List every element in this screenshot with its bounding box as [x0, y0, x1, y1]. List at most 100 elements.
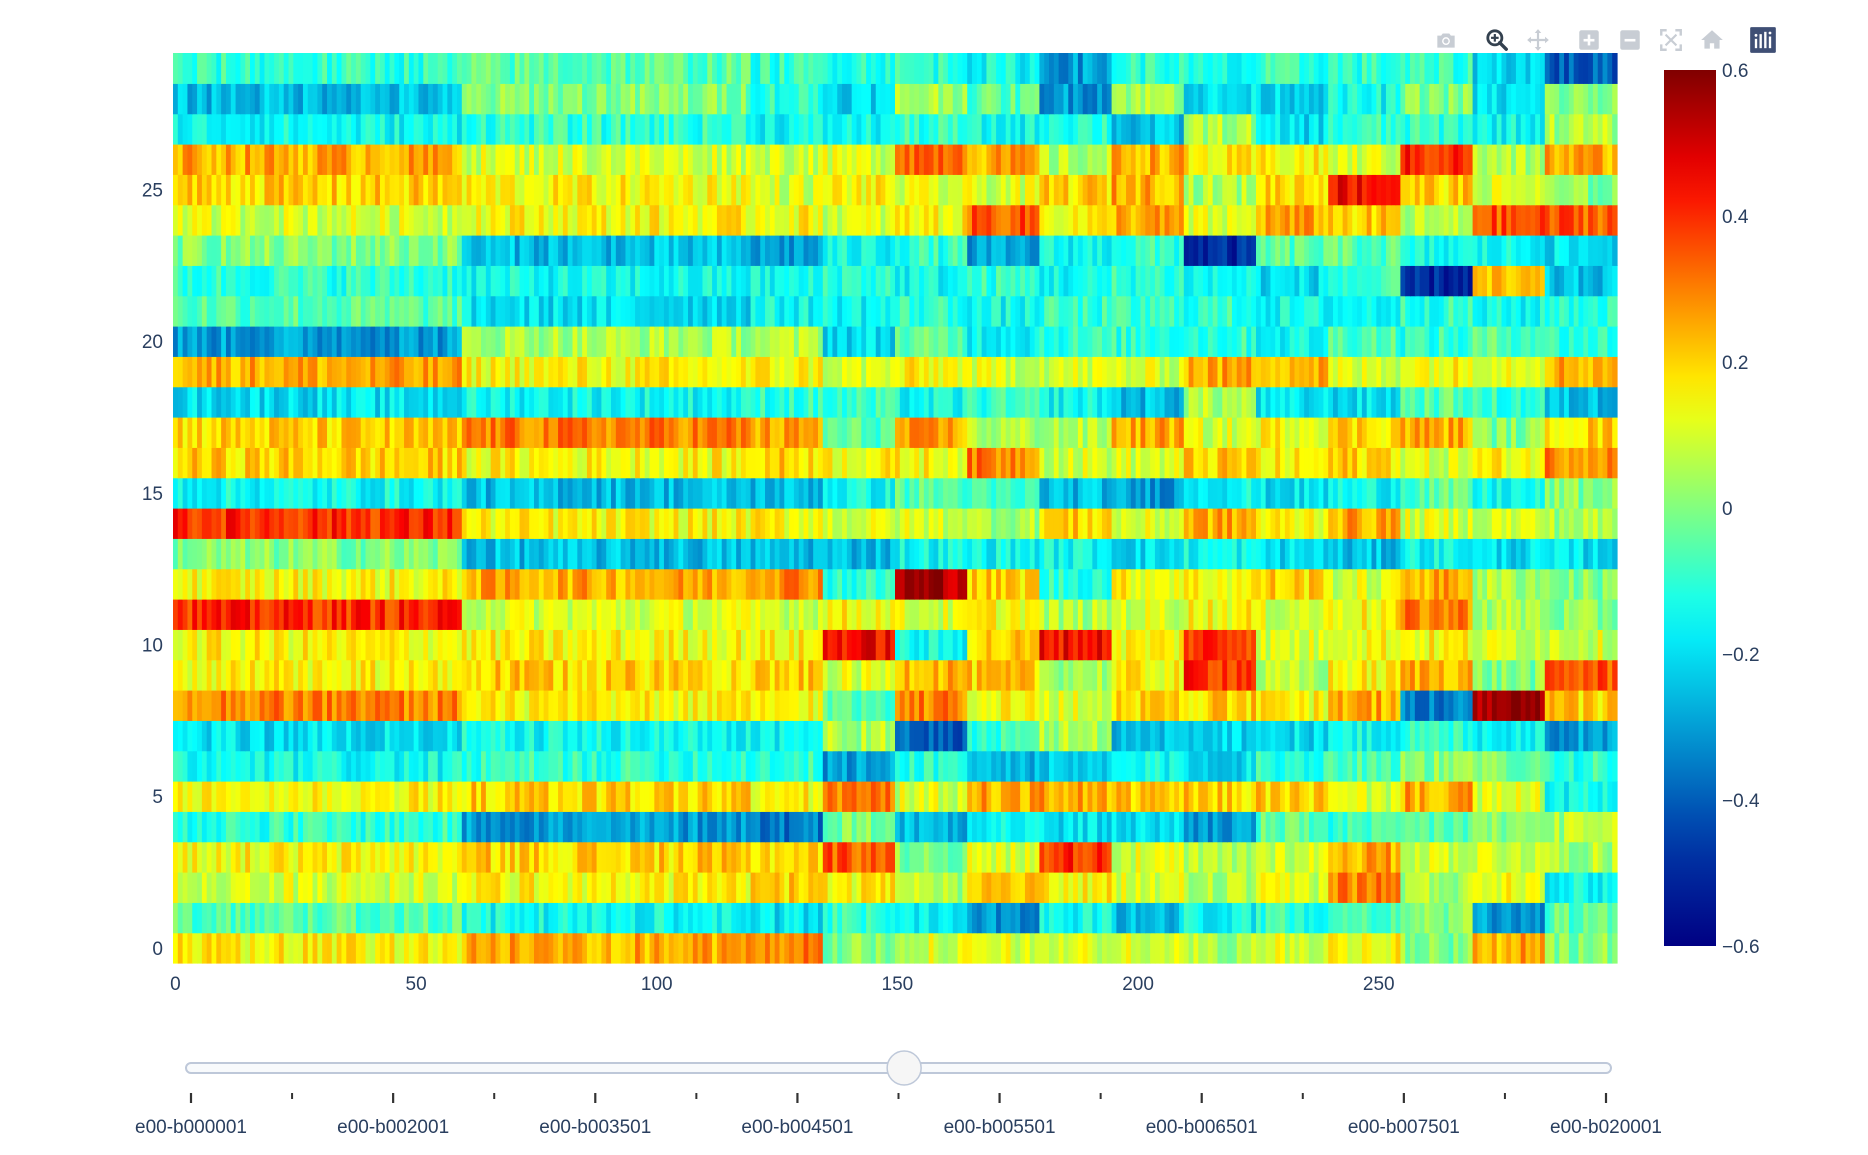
- heatmap-cell: [302, 629, 309, 661]
- heatmap-cell: [1395, 750, 1401, 782]
- heatmap-cell: [1236, 690, 1243, 721]
- heatmap-cell: [1193, 690, 1199, 721]
- heatmap-cell: [302, 720, 309, 752]
- heatmap-cell: [813, 568, 819, 600]
- heatmap-cell: [1482, 538, 1488, 570]
- heatmap-cell: [317, 841, 323, 873]
- heatmap-cell: [413, 902, 420, 934]
- heatmap-cell: [750, 811, 757, 843]
- heatmap-cell: [1193, 902, 1199, 934]
- heatmap-cell: [278, 902, 285, 934]
- heatmap-cell: [991, 447, 997, 479]
- heatmap-cell: [1381, 720, 1387, 752]
- heatmap-cell: [803, 902, 809, 934]
- heatmap-cell: [1073, 811, 1079, 843]
- heatmap-cell: [548, 659, 554, 691]
- heatmap-cell: [1280, 811, 1286, 843]
- heatmap-cell: [182, 508, 189, 539]
- heatmap-cell: [976, 781, 983, 812]
- heatmap-cell: [182, 720, 189, 752]
- heatmap-cell: [707, 629, 713, 661]
- heatmap-cell: [317, 447, 323, 479]
- heatmap-cell: [1453, 902, 1459, 934]
- heatmap-cell: [1583, 508, 1589, 539]
- heatmap-cell: [1607, 811, 1613, 843]
- heatmap-cell: [1438, 538, 1445, 570]
- heatmap-cell: [1395, 720, 1401, 752]
- heatmap-cell: [1487, 568, 1493, 600]
- heatmap-cell: [490, 811, 497, 843]
- heatmap-cell: [1121, 477, 1127, 509]
- heatmap-cell: [1602, 659, 1608, 691]
- heatmap-cell: [635, 932, 641, 964]
- heatmap-cell: [639, 690, 646, 721]
- heatmap-cell: [399, 477, 405, 509]
- heatmap-cell: [529, 629, 535, 661]
- heatmap-cell: [1241, 690, 1247, 721]
- heatmap-cell: [880, 841, 886, 873]
- heatmap-cell: [1544, 932, 1551, 964]
- heatmap-cell: [404, 841, 410, 873]
- heatmap-cell: [476, 750, 482, 782]
- heatmap-cell: [716, 659, 723, 691]
- heatmap-cell: [1005, 690, 1012, 721]
- heatmap-cell: [1304, 872, 1310, 903]
- heatmap-cell: [895, 599, 901, 630]
- heatmap-cell: [1116, 841, 1122, 873]
- heatmap-cell: [808, 932, 814, 964]
- heatmap-cell: [490, 750, 497, 782]
- heatmap-cell: [413, 568, 420, 600]
- heatmap-cell: [586, 599, 593, 630]
- heatmap-cells[interactable]: [173, 53, 1618, 964]
- heatmap-cell: [1443, 841, 1450, 873]
- heatmap-cell: [765, 720, 771, 752]
- heatmap-cell: [274, 538, 280, 570]
- heatmap-cell: [456, 720, 463, 752]
- heatmap-cell: [972, 932, 978, 964]
- heatmap-cell: [832, 599, 838, 630]
- heatmap-cell: [601, 872, 607, 903]
- heatmap-cell: [1496, 781, 1503, 812]
- heatmap-cell: [389, 538, 396, 570]
- heatmap-cell: [1284, 841, 1291, 873]
- heatmap-cell: [211, 568, 217, 600]
- heatmap-cell: [1270, 720, 1276, 752]
- heatmap-cell: [187, 932, 193, 964]
- heatmap-cell: [418, 841, 424, 873]
- heatmap-cell: [1361, 811, 1368, 843]
- heatmap-cell: [1429, 811, 1435, 843]
- heatmap-cell: [1231, 508, 1238, 539]
- heatmap-cell: [1111, 872, 1118, 903]
- heatmap-cell: [418, 538, 424, 570]
- heatmap-cell: [538, 447, 545, 479]
- heatmap-cell: [254, 508, 261, 539]
- heatmap-cell: [197, 599, 203, 630]
- heatmap-cell: [1530, 629, 1536, 661]
- heatmap-cell: [577, 841, 583, 873]
- heatmap-cell: [899, 568, 906, 600]
- heatmap-cell: [1515, 568, 1522, 600]
- heatmap-cell: [1477, 629, 1483, 661]
- heatmap-cell: [1318, 902, 1324, 934]
- heatmap-cell: [639, 447, 646, 479]
- heatmap-cell: [1049, 629, 1055, 661]
- heatmap-cell: [933, 690, 939, 721]
- heatmap-cell: [1044, 538, 1050, 570]
- heatmap-cell: [519, 538, 525, 570]
- heatmap-cell: [837, 447, 843, 479]
- heatmap-cell: [1150, 629, 1156, 661]
- heatmap-cell: [1337, 720, 1344, 752]
- heatmap-cell: [712, 447, 718, 479]
- heatmap-cell: [192, 902, 198, 934]
- heatmap-cell: [1564, 872, 1570, 903]
- heatmap-cell: [307, 750, 314, 782]
- heatmap-cell: [1256, 811, 1262, 843]
- heatmap-cell: [206, 932, 213, 964]
- heatmap-cell: [793, 781, 800, 812]
- heatmap-cell: [341, 508, 347, 539]
- heatmap-cell: [375, 447, 381, 479]
- heatmap-cell: [736, 720, 742, 752]
- heatmap-cell: [235, 902, 241, 934]
- heatmap-cell: [490, 720, 497, 752]
- heatmap-cell: [1443, 568, 1450, 600]
